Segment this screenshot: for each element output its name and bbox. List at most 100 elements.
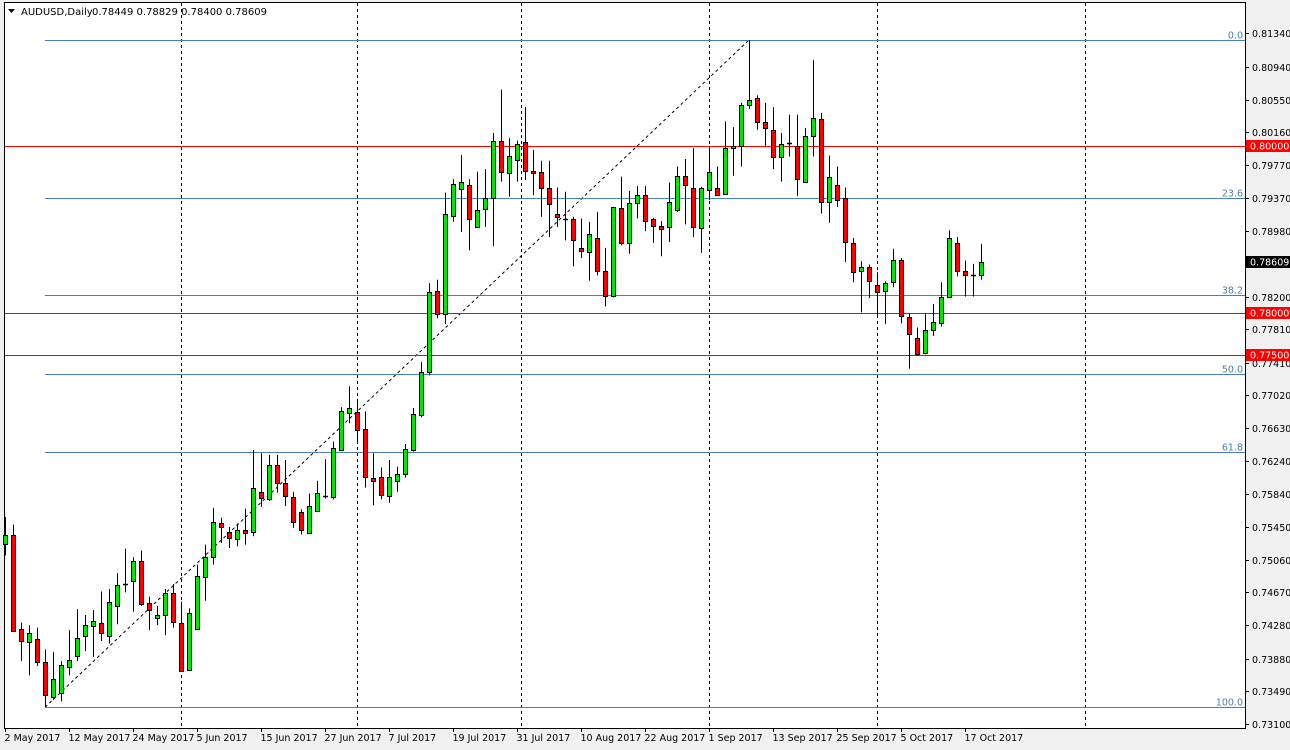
candle bbox=[867, 264, 872, 299]
candle-body-bullish bbox=[635, 195, 640, 204]
candle bbox=[547, 160, 552, 237]
candle-body-bullish bbox=[931, 322, 936, 331]
candle-body-bearish bbox=[795, 146, 800, 180]
candle bbox=[3, 516, 8, 556]
date-tick-label: 17 Oct 2017 bbox=[965, 733, 1024, 744]
candle-body-bullish bbox=[27, 633, 32, 643]
candle bbox=[603, 247, 608, 307]
candle bbox=[483, 169, 488, 227]
date-tick-label: 12 May 2017 bbox=[69, 733, 131, 744]
candles bbox=[3, 40, 984, 708]
candle-body-bearish bbox=[227, 532, 232, 539]
candle-body-bullish bbox=[675, 176, 680, 211]
candle bbox=[619, 176, 624, 246]
candle-body-bullish bbox=[211, 522, 216, 558]
candle-body-bullish bbox=[331, 448, 336, 498]
candle-body-bearish bbox=[755, 98, 760, 123]
horizontal-lines[interactable] bbox=[5, 146, 1245, 356]
candle bbox=[587, 221, 592, 281]
price-tick-label: 0.76240 bbox=[1252, 457, 1290, 468]
candle bbox=[91, 610, 96, 657]
candle bbox=[467, 179, 472, 251]
candle bbox=[531, 149, 536, 196]
candle bbox=[659, 221, 664, 257]
candle bbox=[643, 185, 648, 232]
candle bbox=[763, 102, 768, 148]
candle bbox=[171, 584, 176, 628]
candle bbox=[59, 661, 64, 702]
candle-body-bearish bbox=[19, 629, 24, 642]
candle bbox=[803, 128, 808, 183]
current-price-label-bg bbox=[1246, 256, 1290, 268]
candle-body-bullish bbox=[507, 156, 512, 174]
candle-body-bearish bbox=[643, 195, 648, 222]
candle-body-bullish bbox=[515, 144, 520, 161]
candle-body-bearish bbox=[547, 188, 552, 205]
candle bbox=[227, 527, 232, 548]
date-tick-label: 10 Aug 2017 bbox=[581, 733, 642, 744]
candle-body-bearish bbox=[691, 188, 696, 228]
price-tick-label: 0.74280 bbox=[1252, 621, 1290, 632]
candle bbox=[931, 304, 936, 336]
ohlc-readout: 0.78449 0.78829 0.78400 0.78609 bbox=[92, 7, 267, 18]
fib-level-label: 38.2 bbox=[1222, 286, 1243, 297]
price-tick-label: 0.77020 bbox=[1252, 391, 1290, 402]
candle-body-bearish bbox=[219, 523, 224, 528]
price-tick-label: 0.78980 bbox=[1252, 227, 1290, 238]
candle-body-bearish bbox=[867, 267, 872, 282]
candle-body-bullish bbox=[347, 408, 352, 414]
candle bbox=[459, 154, 464, 232]
candle-body-bullish bbox=[251, 488, 256, 533]
candle-body-bullish bbox=[611, 207, 616, 297]
candle-body-bullish bbox=[83, 625, 88, 637]
candle bbox=[435, 279, 440, 319]
hline-price-label: 0.78000 bbox=[1250, 309, 1289, 320]
candle-body-bullish bbox=[51, 679, 56, 698]
candle bbox=[267, 454, 272, 502]
triangle-down-icon[interactable] bbox=[8, 9, 15, 13]
candle bbox=[235, 523, 240, 547]
price-tick-label: 0.81340 bbox=[1252, 29, 1290, 40]
candle bbox=[347, 386, 352, 424]
candle bbox=[259, 453, 264, 507]
candle bbox=[651, 217, 656, 243]
candle-body-bullish bbox=[339, 411, 344, 451]
candle-body-bullish bbox=[723, 148, 728, 195]
candle-body-bullish bbox=[59, 665, 64, 694]
hline-price-label-bg bbox=[1246, 349, 1290, 361]
candle-body-bearish bbox=[899, 260, 904, 317]
candle bbox=[979, 243, 984, 280]
candle bbox=[283, 459, 288, 507]
candle-body-bullish bbox=[939, 297, 944, 324]
candle bbox=[723, 121, 728, 195]
candle bbox=[419, 361, 424, 418]
price-tick-label: 0.75840 bbox=[1252, 490, 1290, 501]
candle bbox=[491, 133, 496, 247]
candle-body-bearish bbox=[171, 593, 176, 623]
candle-body-bullish bbox=[267, 465, 272, 500]
candle-body-bullish bbox=[483, 198, 488, 210]
period-separators bbox=[181, 3, 1086, 728]
candle bbox=[747, 40, 752, 109]
candle bbox=[339, 407, 344, 451]
candle-body-bearish bbox=[571, 219, 576, 241]
plot-area[interactable] bbox=[4, 2, 1246, 729]
candle-body-bullish bbox=[803, 136, 808, 183]
date-tick-label: 19 Jul 2017 bbox=[453, 733, 507, 744]
candle bbox=[107, 589, 112, 644]
price-tick-label: 0.73490 bbox=[1252, 687, 1290, 698]
candle bbox=[571, 216, 576, 267]
candle bbox=[331, 441, 336, 500]
candle bbox=[315, 480, 320, 512]
price-tick-label: 0.74670 bbox=[1252, 588, 1290, 599]
candle bbox=[715, 166, 720, 196]
date-tick-label: 25 Sep 2017 bbox=[837, 733, 897, 744]
candle-body-bullish bbox=[459, 182, 464, 190]
candle bbox=[451, 179, 456, 222]
candle bbox=[851, 237, 856, 283]
candle-body-bullish bbox=[979, 262, 984, 276]
candle-body-bearish bbox=[579, 248, 584, 252]
candle bbox=[787, 114, 792, 157]
date-tick-label: 2 May 2017 bbox=[5, 733, 61, 744]
